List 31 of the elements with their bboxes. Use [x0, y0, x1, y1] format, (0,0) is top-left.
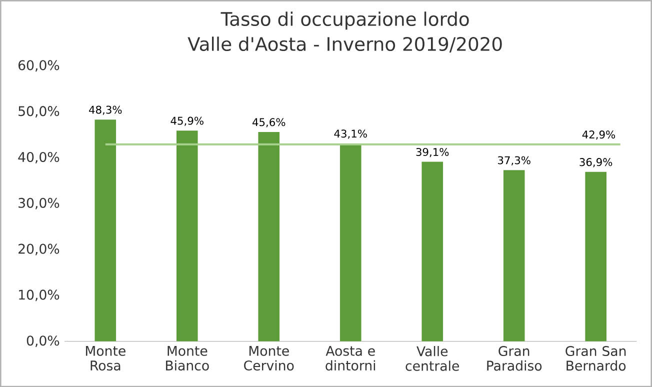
data-label: 45,6%	[252, 118, 286, 128]
x-tick-label: Gran Paradiso	[487, 346, 542, 371]
bar	[94, 119, 116, 342]
bar	[258, 132, 280, 342]
y-tick-label: 50,0%	[18, 106, 60, 118]
y-tick-label: 10,0%	[19, 290, 60, 302]
bar	[585, 172, 606, 342]
x-tick-label: Aosta e dintorni	[326, 346, 376, 370]
data-label: 43,1%	[334, 130, 367, 139]
chart-subtitle: Valle d'Aosta - Inverno 2019/2020	[188, 36, 502, 52]
y-tick-label: 30,0%	[18, 198, 60, 210]
data-label: 36,9%	[580, 158, 612, 168]
data-label: 45,9%	[170, 116, 204, 126]
data-label: 39,1%	[416, 148, 449, 158]
x-tick-label: Monte Bianco	[166, 346, 209, 370]
bar	[176, 130, 198, 342]
chart-title: Tasso di occupazione lordo	[220, 12, 469, 30]
bar	[422, 162, 443, 342]
x-tick-label: Monte Rosa	[86, 346, 126, 370]
x-tick-label: Gran San Bernardo	[566, 346, 626, 371]
y-tick-label: 20,0%	[18, 244, 60, 256]
bar	[340, 143, 362, 342]
y-tick-label: 0,0%	[26, 335, 60, 347]
y-tick-label: 40,0%	[18, 152, 60, 164]
x-tick-label: Monte Cervino	[244, 346, 294, 370]
data-label: 48,3%	[89, 106, 122, 115]
ref-line-label: 42,9%	[582, 130, 616, 140]
x-tick-label: Valle centrale	[406, 346, 459, 371]
y-tick-label: 60,0%	[18, 60, 60, 72]
bar	[503, 170, 525, 342]
data-label: 37,3%	[498, 156, 530, 166]
